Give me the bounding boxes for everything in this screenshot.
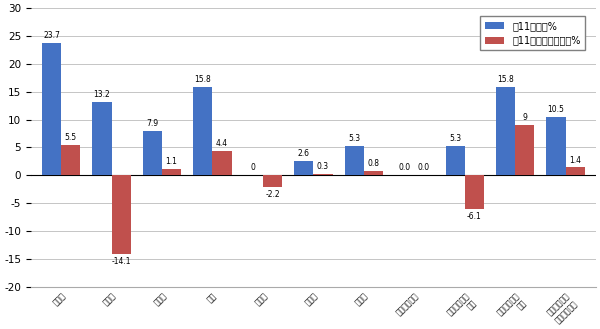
Bar — [193, 87, 212, 175]
Text: 10.5: 10.5 — [548, 105, 565, 114]
Bar — [42, 43, 61, 175]
Text: -2.2: -2.2 — [265, 190, 280, 199]
Text: 0.0: 0.0 — [398, 164, 411, 172]
Text: 7.9: 7.9 — [146, 119, 158, 128]
Text: -14.1: -14.1 — [112, 257, 131, 266]
Text: 15.8: 15.8 — [194, 75, 211, 85]
Text: 13.2: 13.2 — [94, 90, 110, 99]
Text: 1.4: 1.4 — [569, 156, 581, 164]
Text: 5.5: 5.5 — [65, 133, 77, 142]
Text: 23.7: 23.7 — [43, 32, 60, 40]
Text: 5.3: 5.3 — [348, 134, 360, 143]
Bar — [162, 169, 181, 175]
Text: 0.0: 0.0 — [418, 164, 430, 172]
Bar — [547, 117, 566, 175]
Text: 0: 0 — [251, 164, 256, 172]
Bar — [143, 131, 162, 175]
Bar — [364, 171, 383, 175]
Bar — [92, 102, 112, 175]
Bar — [294, 161, 313, 175]
Text: 5.3: 5.3 — [449, 134, 461, 143]
Bar — [515, 125, 534, 175]
Text: 0.3: 0.3 — [317, 162, 329, 171]
Bar — [112, 175, 131, 254]
Text: 1.1: 1.1 — [166, 157, 178, 166]
Bar — [464, 175, 484, 209]
Text: 15.8: 15.8 — [497, 75, 514, 85]
Text: 2.6: 2.6 — [298, 149, 310, 158]
Bar — [61, 145, 80, 175]
Text: -6.1: -6.1 — [467, 212, 482, 221]
Bar — [263, 175, 282, 188]
Legend: 第11批占比%, 第11批占比环比增减%: 第11批占比%, 第11批占比环比增减% — [480, 16, 586, 50]
Text: 0.8: 0.8 — [367, 159, 379, 168]
Bar — [313, 174, 332, 175]
Bar — [344, 146, 364, 175]
Bar — [446, 146, 464, 175]
Bar — [496, 87, 515, 175]
Text: 9: 9 — [522, 113, 527, 122]
Text: 4.4: 4.4 — [216, 139, 228, 148]
Bar — [566, 167, 585, 175]
Bar — [212, 151, 232, 175]
